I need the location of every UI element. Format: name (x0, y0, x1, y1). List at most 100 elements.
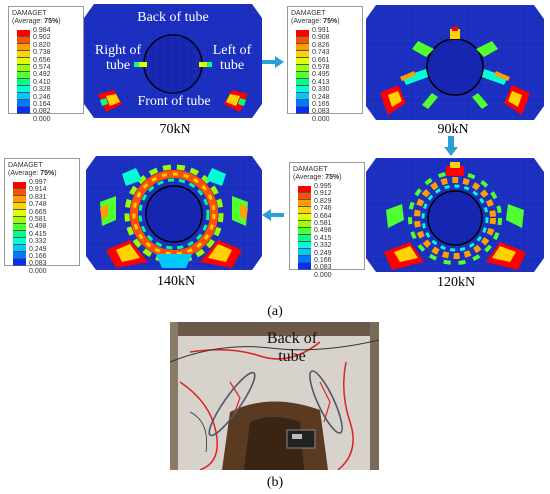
legend-value: 0.495 (312, 71, 330, 79)
legend-values: 0.997 0.914 0.831 0.748 0.665 0.581 0.498 0.415… (29, 179, 47, 275)
legend-title: DAMAGET (Average: 75%) (293, 166, 342, 181)
legend-swatch (298, 256, 311, 263)
legend-value: 0.995 (314, 183, 332, 190)
legend-swatch (296, 37, 309, 44)
legend-values: 0.984 0.902 0.820 0.738 0.656 0.574 0.492 0.410… (33, 27, 51, 123)
legend-value: 0.166 (314, 257, 332, 265)
legend-swatch (298, 249, 311, 256)
color-scale (13, 182, 26, 266)
legend-value: 0.748 (29, 201, 47, 209)
color-scale (17, 30, 30, 114)
legend-value: 0.415 (29, 230, 47, 238)
legend-swatch (296, 107, 309, 114)
legend-value: 0.332 (314, 242, 332, 250)
legend-value: 0.829 (314, 197, 332, 205)
legend-value: 0.738 (33, 49, 51, 57)
legend-swatch (298, 207, 311, 214)
legend-value: 0.498 (314, 227, 332, 235)
fem-panel-140kn (86, 156, 262, 270)
legend-value: 0.083 (314, 264, 332, 272)
legend-swatch (296, 86, 309, 93)
legend-value: 0.581 (29, 216, 47, 224)
legend-swatch (13, 189, 26, 196)
legend-values: 0.995 0.912 0.829 0.746 0.664 0.581 0.498 0.415… (314, 183, 332, 279)
legend-swatch (13, 217, 26, 224)
legend-value: 0.656 (33, 56, 51, 64)
load-140kn: 140kN (156, 274, 196, 289)
legend-value: 0.664 (314, 212, 332, 220)
legend-value: 0.246 (33, 93, 51, 101)
load-90kn: 90kN (437, 122, 469, 137)
legend-value: 0.831 (29, 193, 47, 201)
legend-title: DAMAGET (Average: 75%) (291, 10, 340, 25)
legend-swatch (13, 210, 26, 217)
legend-swatch (13, 203, 26, 210)
legend-swatch (296, 44, 309, 51)
color-scale (298, 186, 311, 270)
legend-swatch (298, 193, 311, 200)
color-scale (296, 30, 309, 114)
legend-swatch (13, 252, 26, 259)
legend-value: 0.826 (312, 41, 330, 49)
legend-value: 0.083 (29, 260, 47, 268)
legend-value: 0.912 (314, 190, 332, 198)
legend-value: 0.581 (314, 220, 332, 228)
legend-swatch (17, 79, 30, 86)
legend-swatch (13, 196, 26, 203)
legend-swatch (296, 72, 309, 79)
legend-value: 0.746 (314, 205, 332, 213)
legend-value: 0.082 (33, 108, 51, 116)
legend-swatch (13, 231, 26, 238)
legend-value: 0.413 (312, 78, 330, 86)
legend-swatch (17, 30, 30, 37)
legend-swatch (298, 242, 311, 249)
legend-swatch (296, 93, 309, 100)
fem-panel-120kn (366, 158, 544, 272)
damage-legend-70kn: DAMAGET (Average: 75%) 0.984 0.902 0.820 0.… (8, 6, 84, 123)
legend-value: 0.164 (33, 101, 51, 109)
legend-swatch (13, 182, 26, 189)
legend-value: 0.000 (29, 267, 47, 275)
legend-value: 0.661 (312, 56, 330, 64)
caption-b: (b) (266, 475, 284, 490)
legend-value: 0.000 (312, 115, 330, 123)
back-of-tube-label: Back of tube (137, 10, 209, 25)
arrow-right-icon (262, 56, 284, 68)
legend-value: 0.908 (312, 34, 330, 42)
legend-swatch (17, 58, 30, 65)
legend-swatch (13, 245, 26, 252)
legend-swatch (298, 186, 311, 193)
legend-value: 0.492 (33, 71, 51, 79)
legend-value: 0.330 (312, 86, 330, 94)
photo-back-of-tube-label: Back of tube (266, 330, 318, 365)
damage-legend-140kn: DAMAGET (Average: 75%) 0.997 0.914 0.831 0.… (4, 158, 80, 275)
damage-legend-120kn: DAMAGET (Average: 75%) 0.995 0.912 0.829 0.… (289, 162, 365, 279)
test-photo-drawing (170, 322, 379, 470)
legend-swatch (296, 30, 309, 37)
legend-swatch (13, 238, 26, 245)
legend-value: 0.820 (33, 41, 51, 49)
legend-swatch (298, 263, 311, 270)
legend-value: 0.000 (33, 115, 51, 123)
arrow-down-icon (444, 136, 458, 156)
legend-swatch (17, 37, 30, 44)
legend-swatch (298, 200, 311, 207)
legend-value: 0.997 (29, 179, 47, 186)
legend-value: 0.332 (29, 238, 47, 246)
legend-swatch (17, 72, 30, 79)
legend-value: 0.248 (312, 93, 330, 101)
fem-panel-70kn (84, 4, 262, 118)
test-photo (170, 322, 379, 470)
legend-swatch (17, 93, 30, 100)
legend-value: 0.578 (312, 64, 330, 72)
legend-swatch (296, 65, 309, 72)
legend-value: 0.000 (314, 271, 332, 279)
legend-value: 0.991 (312, 27, 330, 34)
legend-values: 0.991 0.908 0.826 0.743 0.661 0.578 0.495 0.413… (312, 27, 330, 123)
legend-value: 0.165 (312, 101, 330, 109)
legend-value: 0.743 (312, 49, 330, 57)
legend-value: 0.914 (29, 186, 47, 194)
load-70kn: 70kN (159, 122, 191, 137)
legend-swatch (298, 235, 311, 242)
legend-swatch (17, 65, 30, 72)
